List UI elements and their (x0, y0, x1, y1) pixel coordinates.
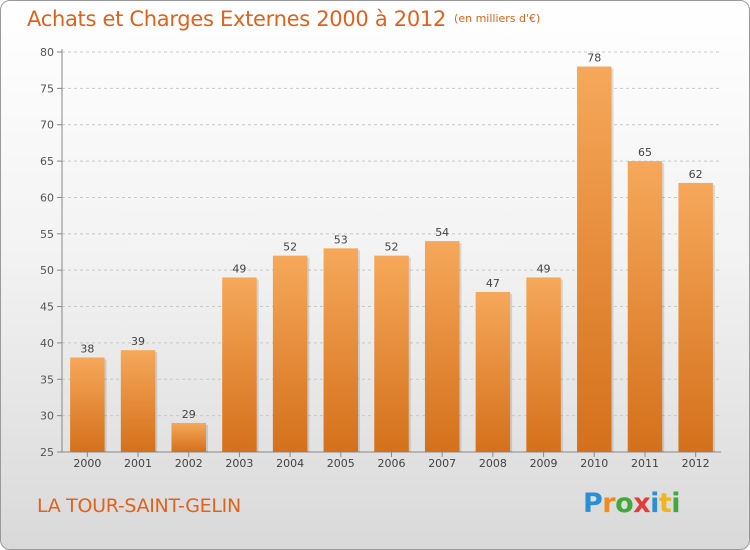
bar (424, 241, 460, 452)
bar-value-label: 52 (283, 241, 297, 254)
y-tick-label: 35 (40, 373, 54, 386)
town-name: LA TOUR-SAINT-GELIN (37, 495, 241, 517)
bar-value-label: 38 (80, 342, 94, 355)
y-tick-label: 65 (40, 155, 54, 168)
bar (323, 248, 359, 452)
bar-value-label: 65 (638, 146, 652, 159)
x-tick-label: 2000 (73, 457, 101, 470)
y-tick-label: 60 (40, 191, 54, 204)
bar-value-label: 47 (486, 277, 500, 290)
x-tick-label: 2003 (225, 457, 253, 470)
bar (526, 277, 561, 452)
y-tick-label: 70 (40, 119, 54, 132)
bar-value-label: 49 (537, 262, 551, 275)
bar (627, 161, 663, 452)
x-tick-label: 2009 (530, 457, 558, 470)
x-tick-label: 2004 (276, 457, 304, 470)
y-tick-label: 55 (40, 228, 54, 241)
x-tick-label: 2008 (479, 457, 507, 470)
y-tick-label: 45 (40, 301, 54, 314)
x-tick-label: 2012 (682, 457, 710, 470)
x-tick-label: 2002 (175, 457, 203, 470)
bar (374, 255, 409, 452)
x-tick-label: 2001 (124, 457, 152, 470)
y-tick-label: 75 (40, 82, 54, 95)
bar-value-label: 53 (334, 233, 348, 246)
proxiti-logo[interactable]: Proxiti (583, 488, 681, 519)
bar (171, 422, 206, 452)
bar-value-label: 62 (689, 168, 703, 181)
bar (272, 255, 308, 452)
bar-value-label: 39 (131, 335, 145, 348)
bar (120, 350, 156, 452)
chart-subtitle: (en milliers d'€) (454, 12, 541, 25)
y-tick-label: 80 (40, 46, 54, 59)
bar-value-label: 52 (385, 241, 399, 254)
bar (577, 66, 612, 452)
x-tick-label: 2007 (428, 457, 456, 470)
chart-title: Achats et Charges Externes 2000 à 2012 (e… (27, 7, 540, 31)
bar-value-label: 29 (182, 408, 196, 421)
x-tick-label: 2011 (631, 457, 659, 470)
y-tick-label: 40 (40, 337, 54, 350)
y-tick-label: 30 (40, 410, 54, 423)
bar-value-label: 54 (435, 226, 449, 239)
y-tick-label: 50 (40, 264, 54, 277)
bar-value-label: 78 (587, 52, 601, 65)
x-tick-label: 2006 (378, 457, 406, 470)
x-tick-label: 2010 (580, 457, 608, 470)
bar (475, 292, 511, 452)
bar (222, 277, 257, 452)
bar-value-label: 49 (232, 262, 246, 275)
chart-title-text: Achats et Charges Externes 2000 à 2012 (27, 7, 447, 31)
bar (678, 182, 713, 452)
bar (70, 357, 105, 452)
x-tick-label: 2005 (327, 457, 355, 470)
y-tick-label: 25 (40, 446, 54, 459)
